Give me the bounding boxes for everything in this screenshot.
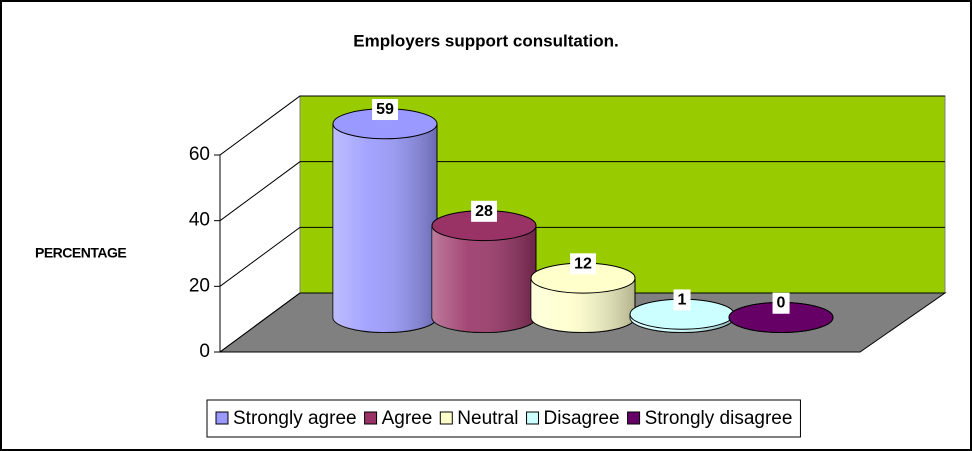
grid-line [219,95,945,156]
legend-swatch [526,411,540,425]
data-label: 1 [678,291,687,308]
cylinder-shade [432,225,536,333]
cylinder [530,262,636,333]
legend-label: Disagree [544,408,620,429]
data-label: 28 [475,203,493,220]
grid-line [219,226,945,287]
legend-label: Strongly agree [233,408,357,429]
data-label: 59 [376,101,394,118]
legend-label: Agree [382,408,433,429]
legend-label: Strongly disagree [645,408,793,429]
legend-box [206,399,801,438]
cylinder [728,302,834,333]
y-tick-label: 60 [189,144,210,165]
data-label: 0 [777,295,786,312]
cylinder [332,108,438,333]
legend-swatch [364,411,378,425]
legend-swatch [627,411,641,425]
cylinder-shade [531,278,635,333]
y-tick-label: 40 [189,210,210,231]
grid-line [219,292,945,353]
data-label: 12 [574,255,592,272]
chart-title: Employers support consultation. [353,31,618,50]
data-label-box [471,200,497,222]
data-label-box [673,289,691,311]
legend-swatch [439,411,453,425]
data-label-box [570,253,596,275]
y-axis-label: PERCENTAGE [35,245,126,261]
legend-swatch [215,411,229,425]
y-tick-label: 20 [189,275,210,296]
cylinder-shade [333,123,438,333]
data-label-box [772,292,790,314]
y-tick-label: 0 [199,341,210,362]
grid-line [219,161,945,222]
data-label-box [372,99,398,121]
cylinder [629,298,735,333]
cylinder [431,210,537,333]
legend-label: Neutral [457,408,518,429]
